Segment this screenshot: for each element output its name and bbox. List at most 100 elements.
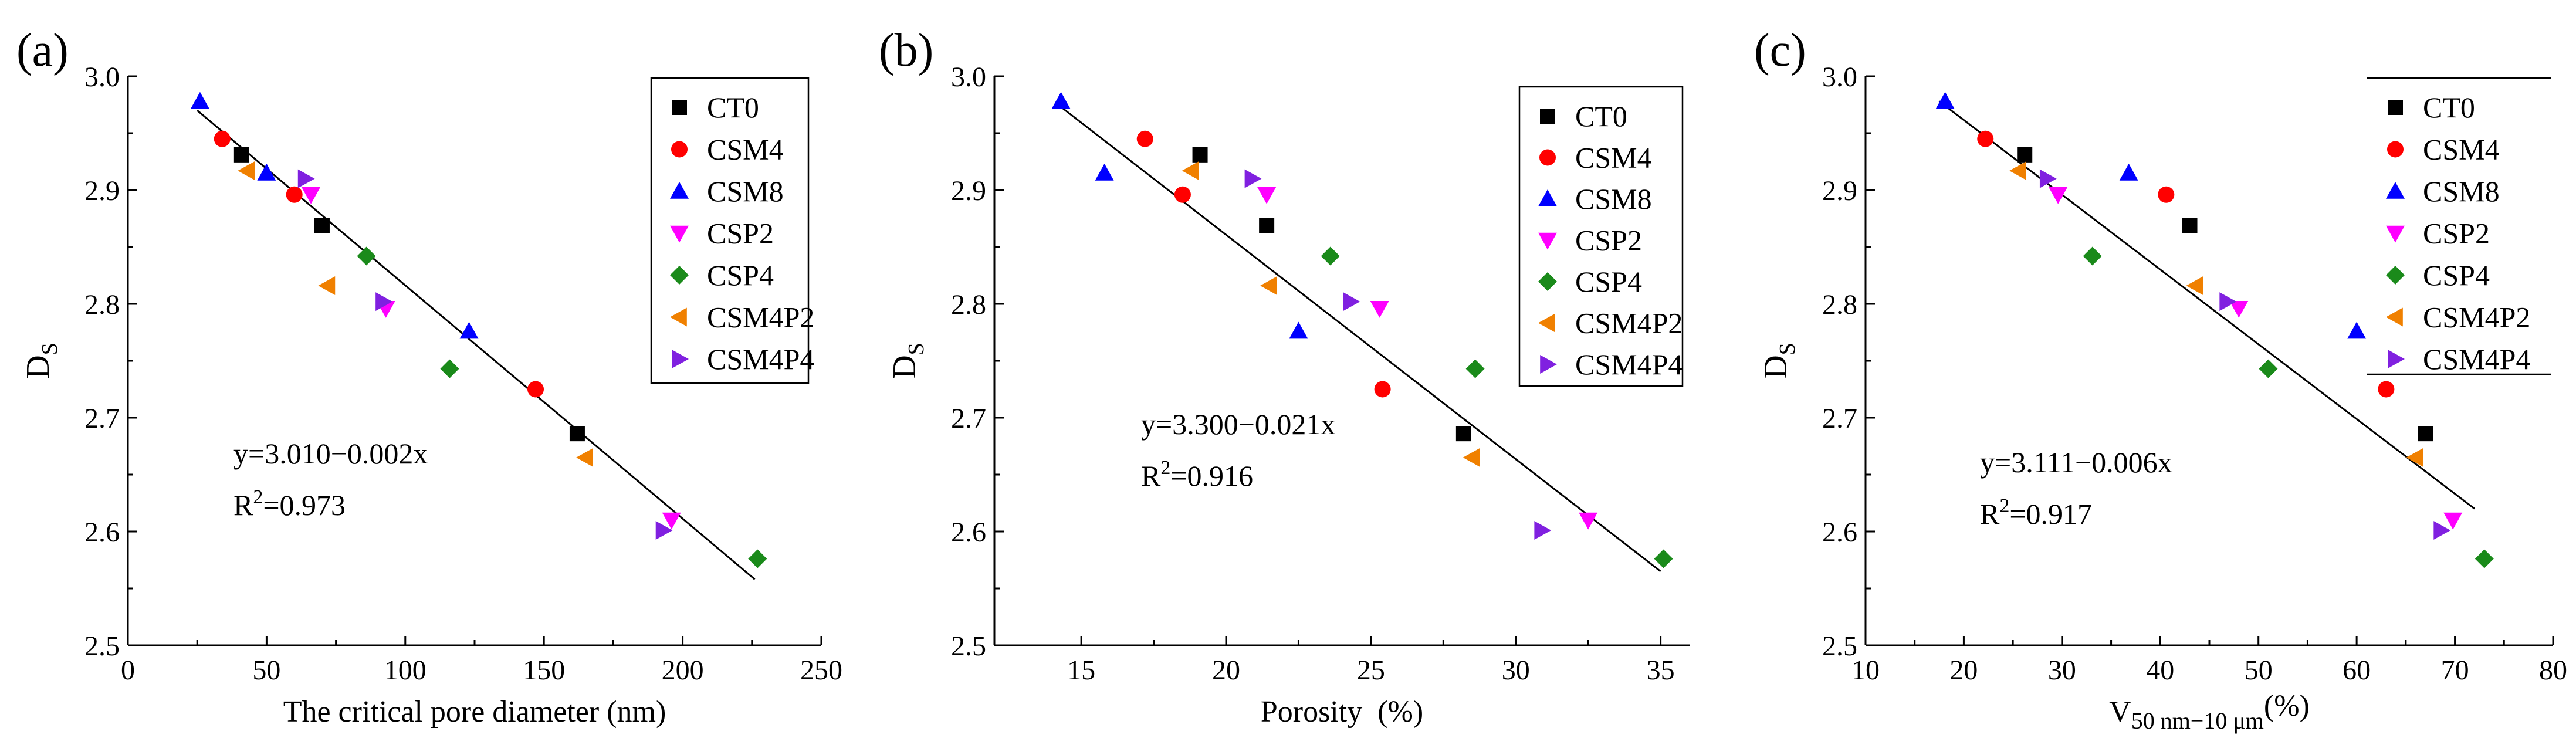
legend-label: CT0	[707, 91, 759, 124]
y-axis-label: DS	[886, 343, 929, 379]
legend-marker-csm4p2	[670, 307, 687, 327]
legend: CT0 CSM4 CSM8 CSP2 CSP4 CSM4P2 CSM4P4	[2367, 77, 2551, 375]
data-point-csm4p4	[1244, 169, 1262, 188]
x-tick-label: 10	[1851, 655, 1880, 686]
x-tick-label: 35	[1647, 655, 1675, 686]
legend-marker-ct0	[2388, 100, 2403, 115]
data-point-csm4	[1374, 381, 1391, 398]
data-point-ct0	[1455, 426, 1471, 442]
data-point-csm4p2	[2406, 448, 2423, 467]
data-point-ct0	[569, 426, 585, 442]
data-point-ct0	[314, 218, 330, 233]
data-point-csp4	[748, 549, 767, 568]
data-point-csm4p2	[1182, 161, 1199, 181]
data-point-csm8	[2347, 321, 2367, 339]
data-point-csp4	[1321, 246, 1340, 266]
data-point-csm4	[1136, 130, 1153, 147]
data-point-csm4p4	[297, 169, 315, 188]
x-tick-label: 80	[2539, 655, 2567, 686]
data-point-csm4p4	[1343, 292, 1360, 312]
y-axis-label-main: D	[886, 355, 923, 378]
x-tick-label: 25	[1357, 655, 1385, 686]
legend-marker-csp4	[1538, 272, 1557, 291]
legend-marker-ct0	[1540, 109, 1555, 124]
r-squared-value: =0.916	[1170, 459, 1253, 492]
legend-label: CSP2	[1575, 224, 1642, 257]
legend-label: CSP4	[2423, 259, 2490, 292]
x-tick-label: 30	[1502, 655, 1530, 686]
fit-line	[1938, 100, 2475, 510]
data-point-csp4	[1654, 549, 1673, 568]
data-point-csp2	[302, 187, 321, 204]
y-tick-label: 2.8	[84, 289, 120, 320]
data-point-csm8	[459, 321, 479, 339]
legend-marker-csm4p2	[1538, 313, 1555, 333]
r-squared-sup: 2	[1999, 495, 2009, 517]
y-tick-label: 2.9	[84, 175, 120, 206]
panel-label: (b)	[879, 25, 933, 76]
data-point-csp4	[2475, 549, 2494, 568]
data-point-csp2	[1370, 300, 1389, 318]
x-axis-label-sub: 50 nm−10 μm	[2131, 707, 2264, 734]
y-axis-label: DS	[1758, 343, 1800, 379]
y-axis-label-sub: S	[1775, 343, 1800, 355]
x-axis-label: Porosity (%)	[1261, 695, 1423, 729]
data-point-csm4	[286, 186, 303, 203]
r-squared-sup: 2	[1160, 457, 1170, 479]
data-point-csm4	[527, 381, 544, 398]
data-point-csp2	[2443, 512, 2463, 530]
data-point-csm4p2	[576, 448, 593, 467]
data-point-ct0	[1192, 147, 1208, 163]
r-squared-prefix: R	[233, 489, 253, 522]
r-squared: R2=0.917	[1980, 495, 2092, 530]
r-squared-sup: 2	[253, 486, 263, 508]
data-point-csm4p2	[1260, 276, 1277, 295]
r-squared-value: =0.973	[263, 489, 346, 522]
legend-label: CSM8	[2423, 175, 2500, 208]
legend-marker-csm4p4	[2388, 350, 2405, 368]
legend-label: CT0	[2423, 91, 2475, 124]
y-tick-label: 2.7	[951, 403, 986, 434]
data-point-csm4p2	[1463, 448, 1480, 467]
legend-marker-csm4p2	[2386, 307, 2403, 327]
x-axis-label: The critical pore diameter (nm)	[283, 695, 666, 729]
legend-marker-csp2	[2386, 225, 2405, 243]
legend-marker-csm4	[1539, 149, 1556, 166]
x-tick-label: 200	[662, 655, 704, 686]
legend-label: CT0	[1575, 100, 1627, 133]
y-tick-label: 3.0	[951, 62, 986, 93]
data-point-csm8	[190, 92, 209, 109]
y-tick-label: 2.7	[1822, 403, 1857, 434]
legend-label: CSM4P2	[707, 301, 814, 334]
y-tick-label: 2.6	[951, 517, 986, 548]
legend-label: CSP2	[2423, 217, 2490, 250]
y-axis-label: DS	[20, 343, 62, 379]
x-tick-label: 70	[2441, 655, 2469, 686]
data-point-ct0	[1259, 218, 1275, 233]
data-point-csm4p2	[318, 276, 336, 295]
y-tick-label: 2.5	[84, 631, 120, 662]
x-axis-label: V50 nm−10 μm(%)	[2109, 689, 2310, 734]
y-tick-label: 2.6	[1822, 517, 1857, 548]
data-point-csm4	[1174, 186, 1191, 203]
data-point-csm8	[2119, 163, 2138, 181]
data-point-csp2	[1257, 187, 1277, 204]
y-tick-label: 2.9	[1822, 175, 1857, 206]
x-tick-label: 100	[384, 655, 426, 686]
legend-label: CSM8	[707, 175, 784, 208]
data-point-csm4p4	[655, 521, 673, 540]
fit-equation: y=3.300−0.021x	[1141, 408, 1335, 441]
legend-label: CSM4P4	[707, 343, 814, 375]
data-point-ct0	[2418, 426, 2433, 442]
legend-label: CSM8	[1575, 182, 1652, 215]
y-tick-label: 2.6	[84, 517, 120, 548]
data-point-csm4p2	[2186, 276, 2203, 295]
legend-marker-csm4p4	[672, 350, 689, 368]
chart-panel-a: (a) 2.5 2.6 2.7 2.8 2.9 3.0 0 50 100 150 200 250 DS Th…	[16, 25, 842, 729]
data-point-csm8	[1095, 163, 1114, 181]
x-tick-label: 60	[2343, 655, 2371, 686]
legend-label: CSM4	[1575, 141, 1652, 174]
data-point-csp4	[440, 359, 459, 378]
y-tick-label: 2.5	[951, 631, 986, 662]
r-squared: R2=0.973	[233, 486, 346, 522]
